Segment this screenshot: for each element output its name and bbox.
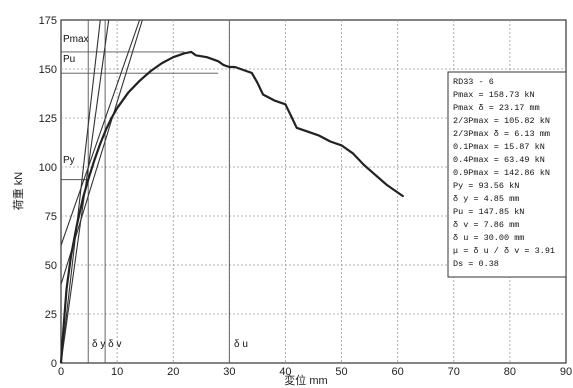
annotation-pu: Pu <box>63 54 75 65</box>
data-point <box>206 56 208 58</box>
data-point <box>66 287 68 290</box>
data-point <box>228 66 230 68</box>
series-layer <box>59 50 404 364</box>
data-point <box>76 225 78 227</box>
data-point <box>172 56 174 58</box>
data-point <box>340 144 343 147</box>
y-tick-label: 100 <box>39 162 57 174</box>
x-tick-label: 10 <box>111 366 123 378</box>
data-point <box>307 131 309 133</box>
data-point <box>290 115 292 117</box>
y-axis-label: 荷重 kN <box>11 172 25 211</box>
data-point <box>150 70 152 72</box>
data-point <box>138 80 141 82</box>
x-tick-label: 20 <box>167 366 179 378</box>
legend-box: RD33 - 6 Pmax = 158.73 kN Pmax δ = 23.17 m… <box>447 71 567 278</box>
data-point <box>82 195 85 197</box>
data-point <box>363 164 365 166</box>
annotation-py: Py <box>63 155 75 166</box>
tangent-line <box>60 19 101 364</box>
data-point <box>262 93 264 96</box>
data-point <box>239 68 242 70</box>
legend-line: Pmax δ = 23.17 mm <box>453 103 540 113</box>
legend-line: 2/3Pmax = 105.82 kN <box>453 116 550 126</box>
data-point <box>352 152 354 154</box>
x-tick-label: 80 <box>504 366 516 378</box>
data-point <box>296 127 298 129</box>
x-tick-label: 40 <box>279 366 291 378</box>
x-tick-label: 60 <box>392 366 404 378</box>
data-point <box>318 135 320 137</box>
legend-line: Pu = 147.85 kN <box>453 207 524 217</box>
tangent-line <box>60 19 141 246</box>
x-tick-label: 50 <box>335 366 347 378</box>
tick-labels: 0 10 20 30 40 50 60 70 80 90 0 25 50 75 100 125 150 175 <box>39 15 572 378</box>
data-point <box>234 66 236 68</box>
annotation-dy-dv: δ y δ v <box>92 339 121 350</box>
legend-line: δ y = 4.85 mm <box>453 194 519 204</box>
annotation-pmax: Pmax <box>63 34 89 45</box>
data-point <box>223 64 225 66</box>
legend-line: 2/3Pmax δ = 6.13 mm <box>453 129 550 139</box>
data-point <box>195 54 197 56</box>
data-point <box>161 62 163 64</box>
legend-line: δ u = 30.00 mm <box>453 233 524 243</box>
data-point <box>70 254 72 256</box>
x-tick-label: 90 <box>560 366 572 378</box>
data-point <box>245 70 247 72</box>
y-tick-label: 75 <box>45 211 57 223</box>
data-point <box>374 174 376 176</box>
data-point <box>217 60 219 62</box>
data-point <box>256 82 258 84</box>
x-axis-label: 変位 mm <box>284 373 327 387</box>
data-point <box>329 140 331 143</box>
data-point <box>273 99 275 101</box>
y-tick-label: 50 <box>45 260 57 272</box>
x-tick-label: 0 <box>58 366 64 378</box>
data-point <box>190 51 192 53</box>
data-point <box>284 103 287 105</box>
data-point <box>94 158 96 160</box>
data-point <box>397 191 399 194</box>
legend-line: RD33 - 6 <box>453 77 494 87</box>
x-tick-label: 30 <box>223 366 235 378</box>
x-tick-label: 70 <box>448 366 460 378</box>
data-point <box>251 72 253 74</box>
y-tick-label: 25 <box>45 309 57 321</box>
data-point <box>110 117 113 119</box>
legend-line: 0.1Pmax = 15.87 kN <box>453 142 545 152</box>
y-tick-label: 125 <box>39 113 57 125</box>
y-tick-label: 0 <box>51 358 57 370</box>
data-point <box>127 91 129 94</box>
legend-line: 0.9Pmax = 142.86 kN <box>453 168 550 178</box>
legend-line: Pmax = 158.73 kN <box>453 90 535 100</box>
data-point <box>116 107 118 109</box>
legend-line: μ = δ u / δ v = 3.91 <box>453 246 555 256</box>
data-point <box>63 323 65 325</box>
data-point <box>183 52 186 54</box>
legend-line: Ds = 0.38 <box>453 259 499 269</box>
data-point <box>402 195 404 197</box>
data-point <box>99 142 101 145</box>
y-tick-label: 175 <box>39 15 57 27</box>
legend-line: 0.4Pmax = 63.49 kN <box>453 155 545 165</box>
data-point <box>385 184 388 186</box>
load-displacement-curve <box>59 50 404 364</box>
data-point <box>60 362 62 364</box>
legend-line: Py = 93.56 kN <box>453 181 519 191</box>
annotation-du: δ u <box>234 339 248 350</box>
data-point <box>88 176 90 178</box>
legend-line: δ v = 7.86 mm <box>453 220 519 230</box>
y-tick-label: 150 <box>39 64 57 76</box>
data-point <box>105 129 107 131</box>
